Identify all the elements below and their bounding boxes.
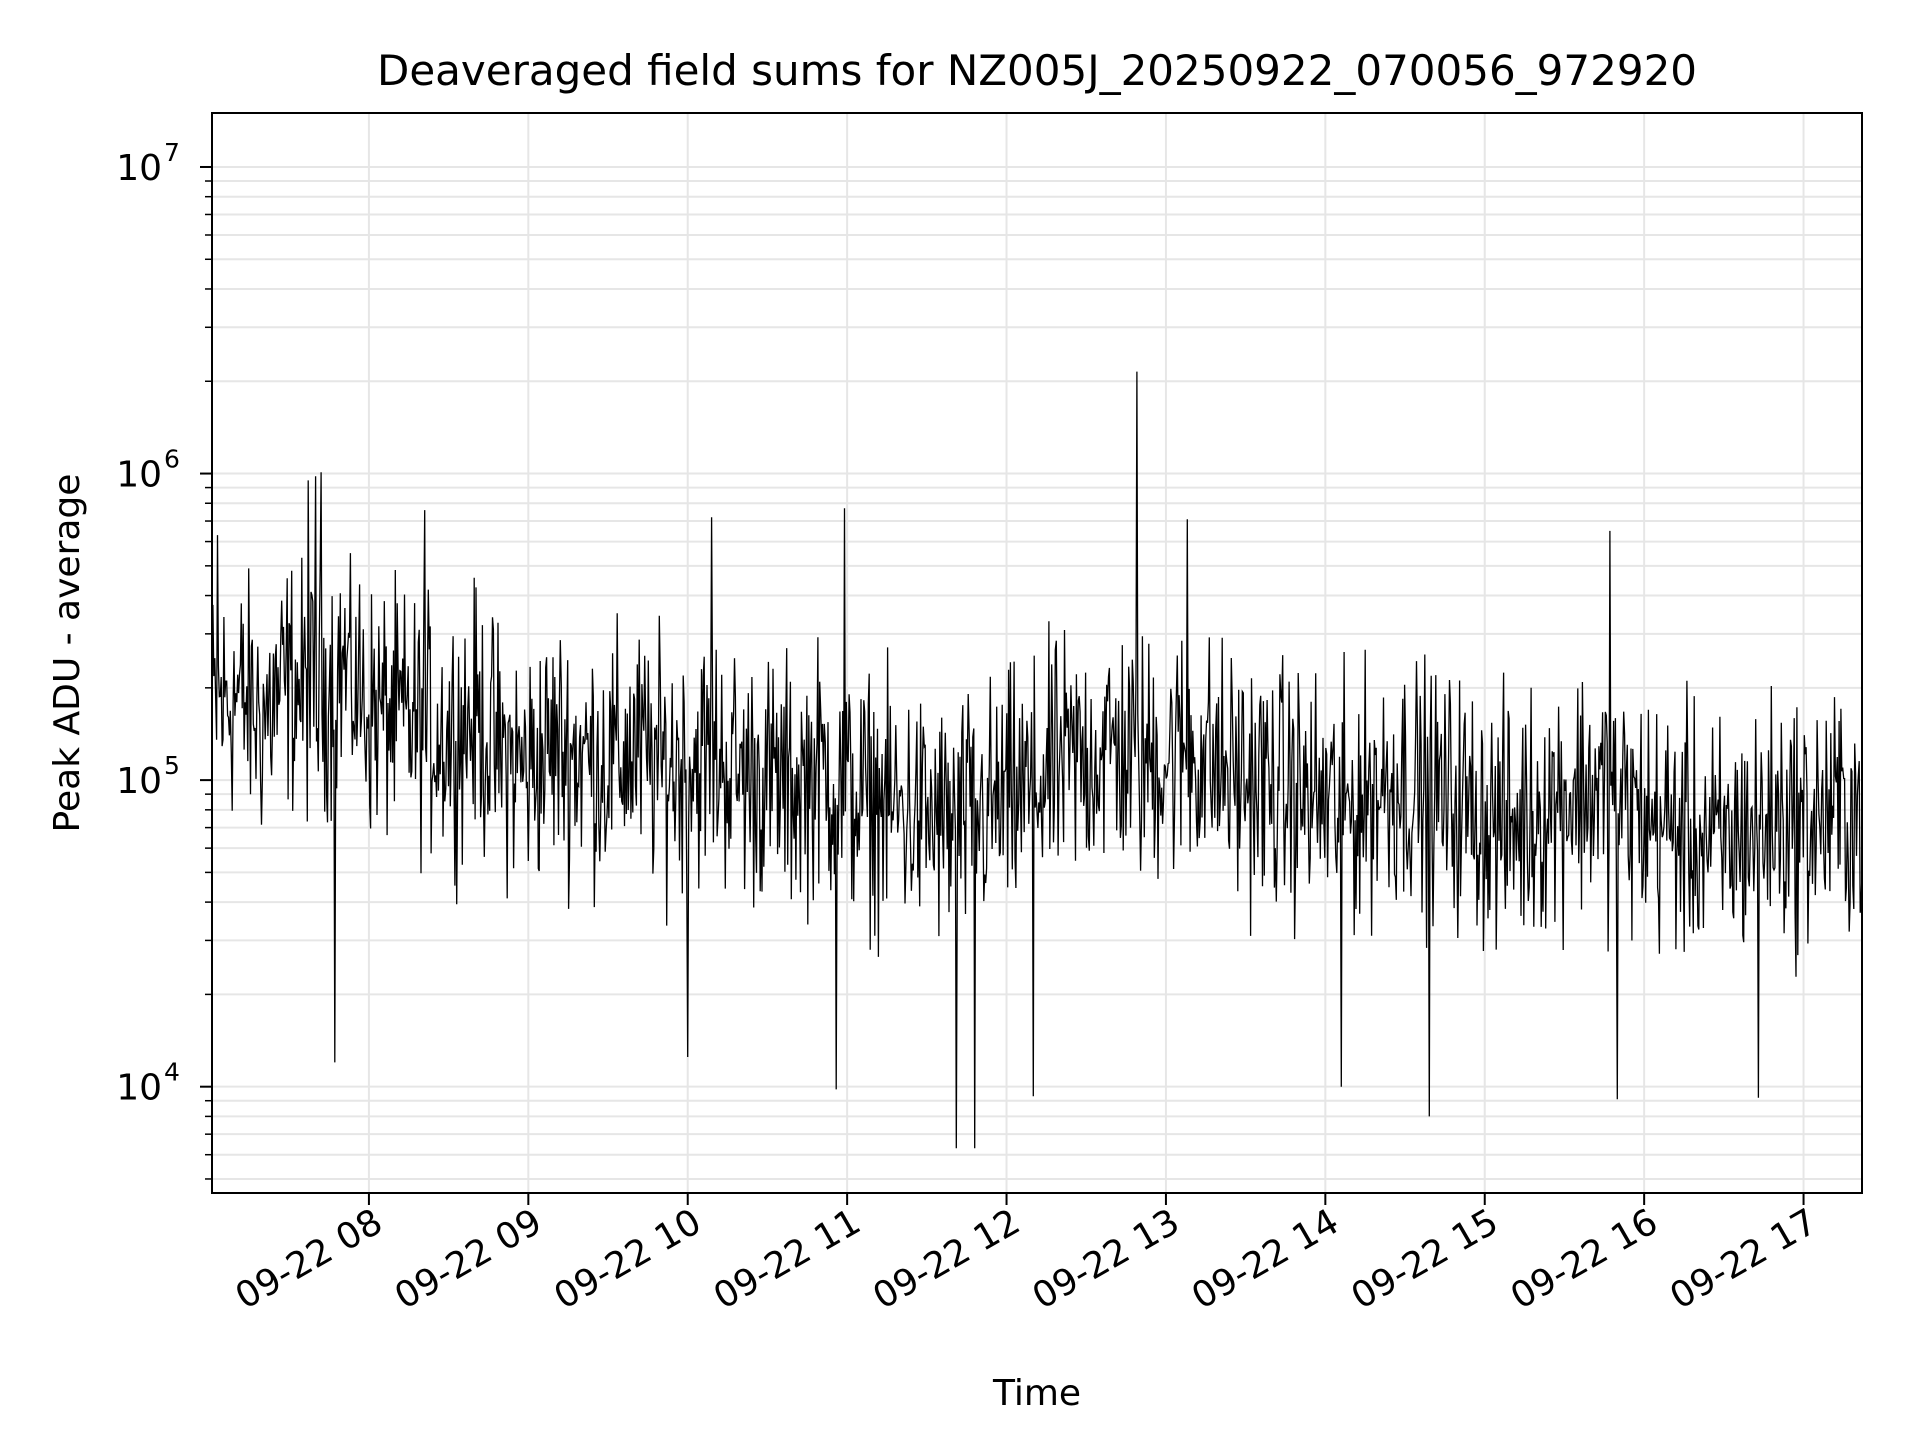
plot-frame (211, 112, 1863, 1194)
y-tick-exponent: 7 (164, 138, 180, 167)
y-tick-exponent: 5 (164, 751, 180, 780)
chart-title: Deaveraged field sums for NZ005J_2025092… (377, 46, 1697, 95)
y-tick-label: 10 (116, 761, 162, 802)
y-tick-label: 10 (116, 148, 162, 189)
y-tick-exponent: 4 (164, 1058, 180, 1087)
y-tick-label: 10 (116, 455, 162, 496)
x-axis-label: Time (992, 1373, 1081, 1414)
y-tick-label: 10 (116, 1068, 162, 1109)
y-tick-exponent: 6 (164, 445, 180, 474)
y-axis-label: Peak ADU - average (47, 474, 88, 833)
data-series-line (212, 371, 1862, 1149)
plot-area (212, 371, 1862, 1149)
